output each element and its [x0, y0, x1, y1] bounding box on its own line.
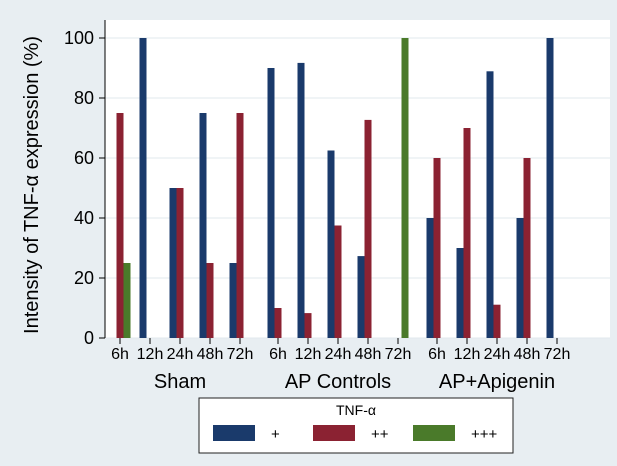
bar-ap-apigenin-6h-1 [426, 218, 434, 338]
bar-ap-controls-48h-2 [364, 119, 372, 339]
bar-ap-controls-24h-2 [334, 225, 342, 338]
bar-ap-controls-12h-1 [297, 62, 305, 339]
bar-sham-48h-2 [206, 263, 214, 338]
bar-ap-controls-6h-1 [267, 68, 275, 338]
y-tick-label: 20 [74, 268, 94, 288]
bar-ap-apigenin-48h-2 [523, 158, 531, 338]
bar-ap-apigenin-12h-1 [456, 248, 464, 338]
x-tick-label: 48h [197, 346, 224, 363]
x-tick-label: 24h [325, 346, 352, 363]
legend-swatch [313, 425, 355, 441]
bars [116, 38, 554, 339]
y-tick-label: 60 [74, 148, 94, 168]
y-ticks: 0 20 40 60 80 100 [64, 28, 105, 348]
x-tick-label: 12h [295, 346, 322, 363]
bar-sham-72h-1 [229, 263, 237, 338]
bar-ap-controls-12h-2 [304, 313, 312, 338]
bar-ap-apigenin-6h-2 [433, 158, 441, 338]
x-tick-label: 24h [167, 346, 194, 363]
legend: TNF-α + ++ +++ [198, 397, 514, 454]
x-tick-label: 12h [137, 346, 164, 363]
bar-sham-12h-1 [139, 38, 147, 338]
legend-swatch [413, 425, 455, 441]
legend-entries: + ++ +++ [213, 425, 498, 443]
group-label: AP Controls [285, 371, 391, 393]
bar-sham-6h-2 [116, 113, 124, 338]
bar-ap-controls-6h-2 [274, 308, 282, 338]
x-tick-label: 24h [484, 346, 511, 363]
bar-sham-72h-2 [236, 113, 244, 338]
legend-title: TNF-α [336, 402, 376, 418]
x-tick-label: 6h [269, 346, 287, 363]
y-tick-label: 80 [74, 88, 94, 108]
bar-sham-48h-1 [199, 113, 207, 338]
x-tick-label: 72h [385, 346, 412, 363]
x-tick-label: 72h [227, 346, 254, 363]
x-tick-label: 12h [454, 346, 481, 363]
x-tick-label: 6h [111, 346, 129, 363]
group-label: Sham [154, 371, 206, 393]
bar-ap-apigenin-72h-1 [546, 38, 554, 338]
bar-ap-apigenin-12h-2 [463, 128, 471, 338]
bar-ap-apigenin-24h-2 [493, 304, 501, 338]
bar-sham-6h-3 [123, 263, 131, 338]
legend-label: + [271, 426, 280, 443]
legend-label: +++ [471, 426, 498, 443]
x-tick-label: 48h [355, 346, 382, 363]
bar-ap-apigenin-48h-1 [516, 218, 524, 338]
x-tick-label: 6h [428, 346, 446, 363]
legend-label: ++ [371, 426, 389, 443]
group-label: AP+Apigenin [439, 371, 555, 393]
y-tick-label: 40 [74, 208, 94, 228]
legend-swatch [213, 425, 255, 441]
bar-sham-24h-1 [169, 188, 177, 338]
bar-ap-controls-48h-1 [357, 256, 365, 338]
y-axis-title: Intensity of TNF-α expression (%) [21, 36, 43, 334]
x-tick-label: 72h [544, 346, 571, 363]
y-tick-label: 100 [64, 28, 94, 48]
bar-sham-24h-2 [176, 188, 184, 338]
bar-ap-controls-72h-3 [401, 38, 409, 338]
y-tick-label: 0 [84, 328, 94, 348]
x-tick-label: 48h [514, 346, 541, 363]
bar-ap-apigenin-24h-1 [486, 71, 494, 339]
bar-ap-controls-24h-1 [327, 150, 335, 338]
